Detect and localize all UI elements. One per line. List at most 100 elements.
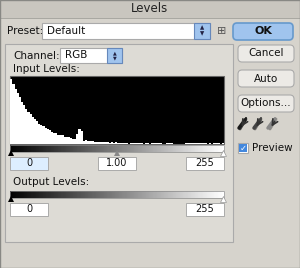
Bar: [132, 143, 134, 144]
Bar: [75, 145, 77, 152]
Bar: [223, 191, 224, 198]
Bar: [145, 145, 146, 152]
Text: Preview: Preview: [252, 143, 292, 153]
Bar: [149, 191, 151, 198]
Bar: [192, 143, 194, 144]
Bar: [186, 203, 224, 216]
Bar: [187, 145, 188, 152]
Bar: [179, 145, 181, 152]
Bar: [211, 145, 213, 152]
Bar: [178, 145, 180, 152]
Text: 0: 0: [26, 158, 32, 169]
Bar: [38, 145, 39, 152]
Text: ▲: ▲: [112, 50, 116, 55]
Bar: [111, 145, 112, 152]
Bar: [108, 145, 110, 152]
Bar: [169, 191, 171, 198]
Bar: [42, 191, 44, 198]
Bar: [30, 145, 32, 152]
Bar: [184, 145, 186, 152]
Bar: [180, 145, 182, 152]
Bar: [176, 191, 177, 198]
Bar: [16, 191, 18, 198]
FancyBboxPatch shape: [238, 45, 294, 62]
Bar: [79, 145, 80, 152]
Bar: [84, 145, 85, 152]
Bar: [137, 191, 139, 198]
Bar: [55, 145, 56, 152]
Bar: [15, 191, 17, 198]
Bar: [87, 191, 88, 198]
Bar: [140, 145, 142, 152]
Bar: [53, 145, 54, 152]
Bar: [87, 141, 89, 144]
Bar: [121, 143, 124, 144]
Bar: [134, 143, 136, 144]
FancyBboxPatch shape: [233, 23, 293, 40]
Bar: [168, 145, 170, 152]
Bar: [29, 114, 32, 144]
Bar: [94, 145, 95, 152]
Bar: [165, 191, 167, 198]
Bar: [70, 191, 71, 198]
Bar: [131, 145, 133, 152]
Bar: [130, 191, 131, 198]
Bar: [43, 145, 45, 152]
Bar: [36, 121, 38, 144]
Text: OK: OK: [254, 27, 272, 36]
Bar: [129, 191, 130, 198]
Bar: [200, 191, 202, 198]
Bar: [56, 145, 58, 152]
Bar: [144, 145, 145, 152]
Bar: [190, 191, 191, 198]
Bar: [11, 191, 13, 198]
Bar: [121, 191, 123, 198]
Bar: [81, 191, 82, 198]
Bar: [208, 191, 209, 198]
Bar: [73, 145, 75, 152]
Bar: [29, 145, 31, 152]
Bar: [153, 143, 156, 144]
Bar: [45, 145, 47, 152]
Bar: [148, 145, 150, 152]
Bar: [40, 125, 42, 144]
Bar: [94, 142, 96, 144]
Bar: [181, 191, 183, 198]
Bar: [45, 191, 47, 198]
Bar: [22, 191, 23, 198]
Bar: [46, 191, 48, 198]
Bar: [194, 145, 196, 152]
Bar: [198, 143, 201, 144]
Bar: [150, 145, 152, 152]
Bar: [170, 143, 173, 144]
Bar: [238, 143, 248, 153]
Bar: [88, 191, 90, 198]
Bar: [222, 145, 224, 152]
Bar: [197, 191, 199, 198]
Bar: [135, 145, 137, 152]
Bar: [51, 191, 52, 198]
Bar: [29, 191, 31, 198]
Bar: [55, 191, 56, 198]
Bar: [200, 145, 202, 152]
Bar: [100, 142, 102, 144]
Bar: [10, 76, 224, 144]
Bar: [194, 191, 196, 198]
Bar: [138, 143, 141, 144]
Bar: [200, 143, 203, 144]
Bar: [10, 145, 224, 152]
Bar: [189, 191, 190, 198]
Bar: [28, 145, 30, 152]
Bar: [213, 145, 215, 152]
Bar: [202, 191, 204, 198]
Bar: [166, 143, 169, 144]
Bar: [87, 145, 88, 152]
Bar: [218, 191, 219, 198]
Bar: [150, 191, 152, 198]
Bar: [132, 191, 134, 198]
Bar: [185, 143, 188, 144]
Bar: [96, 142, 98, 144]
Bar: [168, 143, 171, 144]
Bar: [214, 191, 216, 198]
Bar: [205, 145, 206, 152]
